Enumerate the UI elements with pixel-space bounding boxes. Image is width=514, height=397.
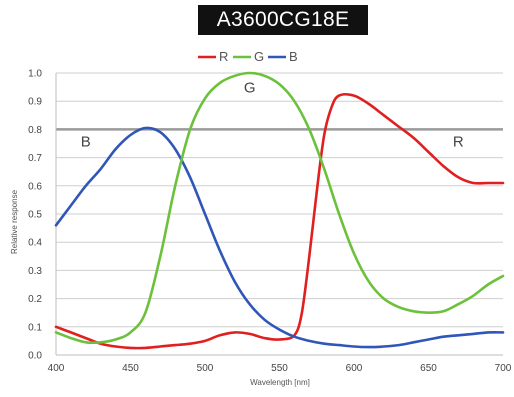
grid-layer [55,72,503,356]
x-tick-label: 400 [48,363,65,374]
y-tick-label: 0.9 [28,97,42,108]
y-tick-labels: 0.0 0.1 0.2 0.3 0.4 0.5 0.6 0.7 0.8 0.9 1.0 [28,69,42,362]
y-tick-label: 0.7 [28,153,42,164]
y-tick-label: 0.1 [28,322,42,333]
y-tick-label: 0.5 [28,210,42,221]
annotation-b: B [81,133,91,150]
y-tick-label: 1.0 [28,69,42,80]
x-axis-label: Wavelength [nm] [250,378,310,387]
legend-label-b: B [289,49,298,64]
series-line-r [54,93,505,350]
x-tick-label: 700 [495,363,512,374]
y-tick-label: 0.4 [28,238,42,249]
x-tick-label: 650 [420,363,437,374]
series-line-b [54,126,505,349]
annotation-g: G [244,80,256,97]
x-tick-label: 550 [271,363,288,374]
y-tick-label: 0.6 [28,181,42,192]
series-line-g [54,71,505,345]
x-tick-label: 450 [122,363,139,374]
legend-label-g: G [254,49,264,64]
annotation-r: R [453,133,464,150]
series-layer [54,71,505,350]
x-tick-labels: 400 450 500 550 600 650 700 [48,363,512,374]
x-tick-label: 500 [197,363,214,374]
y-tick-label: 0.0 [28,351,42,362]
x-tick-label: 600 [346,363,363,374]
chart-title: A3600CG18E [198,5,368,35]
curve-annotations: B G R [81,80,464,151]
y-axis-label: Relative response [10,189,19,254]
legend-label-r: R [219,49,228,64]
y-tick-label: 0.2 [28,294,42,305]
y-tick-label: 0.8 [28,125,42,136]
y-tick-label: 0.3 [28,266,42,277]
